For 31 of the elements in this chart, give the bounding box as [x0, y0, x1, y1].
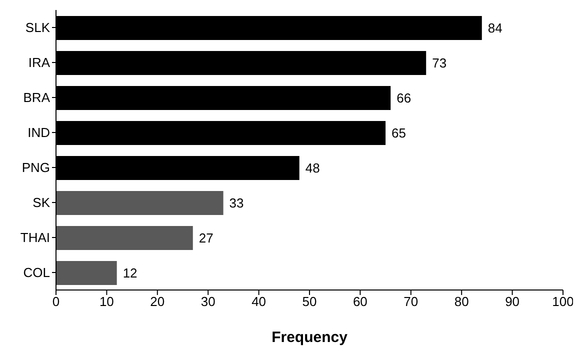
x-tick-label: 70 [404, 294, 418, 310]
data-label: 48 [305, 160, 320, 176]
y-tick-label: SK [32, 195, 50, 210]
y-tick-label: IND [28, 125, 50, 140]
x-tick-label: 50 [302, 294, 317, 310]
bar [56, 226, 193, 250]
data-label: 33 [229, 196, 244, 211]
data-label: 27 [198, 230, 214, 246]
data-label: 12 [122, 266, 138, 281]
x-tick-label: 10 [99, 294, 114, 310]
y-tick-label: THAI [20, 230, 50, 246]
x-tick-label: 20 [150, 294, 165, 310]
y-tick-label: COL [23, 265, 50, 280]
x-axis-title: Frequency [272, 329, 348, 346]
bar [56, 191, 224, 215]
y-tick-label: BRA [23, 90, 50, 106]
x-tick-label: 30 [200, 294, 216, 310]
x-tick-label: 90 [505, 294, 520, 310]
x-tick-label: 80 [454, 294, 469, 310]
x-tick-label: 40 [252, 294, 266, 310]
y-tick-label: IRA [28, 55, 50, 70]
data-label: 84 [488, 20, 502, 36]
x-tick-label: 60 [352, 294, 368, 310]
bar [56, 261, 117, 285]
x-tick-label: 100 [552, 294, 574, 310]
data-label: 73 [432, 56, 447, 71]
y-tick-label: PNG [22, 160, 50, 176]
data-label: 66 [396, 90, 412, 106]
x-tick-label: 0 [52, 294, 60, 310]
y-tick-label: SLK [25, 20, 50, 36]
data-label: 65 [392, 126, 406, 141]
